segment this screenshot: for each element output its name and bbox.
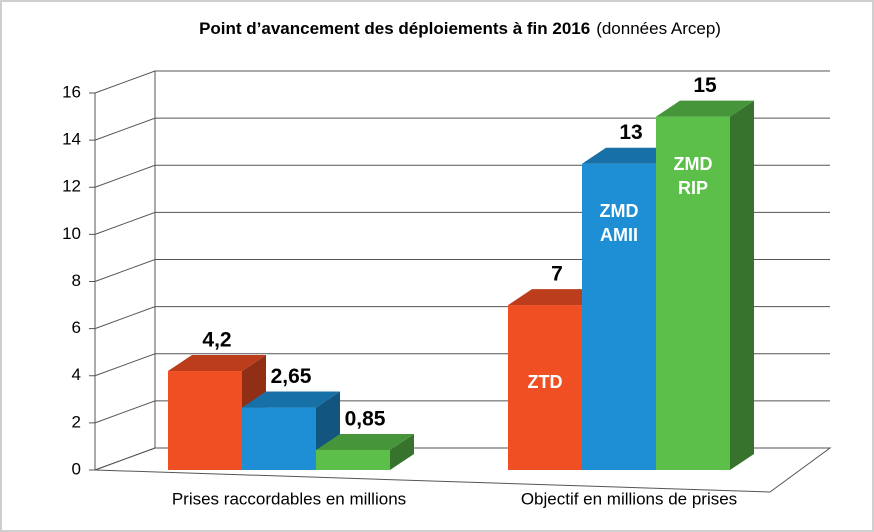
- bar: [656, 116, 730, 470]
- y-tick-label: 16: [62, 82, 81, 101]
- title-sub: (données Arcep): [596, 19, 721, 38]
- series-name: ZTD: [527, 372, 563, 393]
- bar: [168, 371, 242, 470]
- bar: [582, 163, 656, 470]
- x-tick-label: Prises raccordables en millions: [172, 489, 406, 508]
- series-label: ZMD AMII: [599, 200, 639, 245]
- bar-side: [730, 100, 754, 470]
- bar-top: [508, 289, 606, 306]
- series-name: ZMD AMII: [599, 200, 639, 245]
- grid-line: [94, 70, 830, 94]
- value-label: 13: [619, 121, 642, 144]
- bar: [508, 305, 582, 470]
- y-tick-label: 6: [72, 318, 81, 337]
- bar-top: [168, 355, 266, 372]
- bar-top: [242, 391, 340, 408]
- series-label: ZTD: [527, 372, 563, 393]
- y-tick-label: 14: [62, 130, 81, 149]
- chart-title: Point d’avancement des déploiements à fi…: [199, 19, 721, 38]
- grid-line: [94, 117, 830, 141]
- series-label: ZMD RIP: [673, 153, 713, 198]
- value-label: 7: [551, 263, 563, 286]
- value-label: 0,85: [345, 408, 386, 431]
- series-name: ZMD RIP: [673, 153, 713, 198]
- bar-side: [390, 433, 414, 470]
- y-tick-label: 4: [72, 365, 81, 384]
- title-main: Point d’avancement des déploiements à fi…: [199, 19, 590, 38]
- y-tick-label: 2: [72, 412, 81, 431]
- x-tick-label: Objectif en millions de prises: [521, 489, 737, 508]
- bar-top: [582, 147, 680, 164]
- bar-top: [316, 433, 414, 450]
- y-tick-label: 12: [62, 177, 81, 196]
- value-label: 4,2: [202, 329, 231, 352]
- y-tick-label: 0: [72, 459, 81, 478]
- bar-top: [656, 100, 754, 117]
- value-label: 15: [693, 74, 717, 97]
- value-label: 2,65: [271, 365, 312, 388]
- bar: [316, 449, 390, 470]
- y-tick-label: 10: [62, 224, 81, 243]
- bar: [242, 407, 316, 470]
- y-tick-label: 8: [72, 271, 81, 290]
